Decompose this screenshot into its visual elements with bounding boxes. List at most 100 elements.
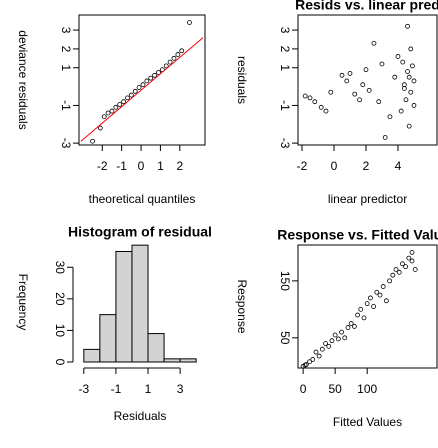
point <box>406 255 412 261</box>
point <box>148 75 154 81</box>
x-tick-label: 0 <box>138 159 145 173</box>
point <box>156 70 161 75</box>
y-axis-label: Response <box>235 279 249 333</box>
point <box>392 74 398 80</box>
point <box>152 72 158 78</box>
point <box>101 114 107 120</box>
point <box>319 346 325 352</box>
y-tick-label: 2 <box>59 46 73 53</box>
point <box>395 54 401 59</box>
point <box>360 82 366 88</box>
point <box>318 104 324 110</box>
point <box>163 63 169 69</box>
point <box>136 85 142 90</box>
y-tick-label: 30 <box>53 261 67 275</box>
point <box>348 321 354 326</box>
y-tick-label: 0 <box>53 359 67 366</box>
point <box>406 74 412 80</box>
y-tick-label: -3 <box>59 138 73 149</box>
point <box>302 93 308 99</box>
point <box>406 123 412 129</box>
x-tick-label: 1 <box>157 159 164 173</box>
point <box>175 52 181 57</box>
bar <box>83 348 101 363</box>
point <box>179 48 185 54</box>
bar <box>163 358 181 363</box>
point <box>347 71 353 76</box>
y-axis-label: deviance residuals <box>16 30 30 129</box>
panel-title: Histogram of residual <box>68 224 212 240</box>
x-tick-label: 0 <box>300 382 307 396</box>
point <box>167 59 173 65</box>
x-axis-label: Residuals <box>114 409 167 423</box>
reference-line <box>80 37 204 142</box>
point <box>400 59 406 65</box>
y-tick-label: 150 <box>278 271 292 291</box>
y-tick-label: 10 <box>53 324 67 338</box>
point <box>328 89 334 95</box>
y-tick-label: 3 <box>278 27 292 34</box>
y-tick-label: 3 <box>59 27 73 34</box>
point <box>374 289 380 295</box>
point <box>401 86 407 91</box>
point <box>390 272 396 278</box>
y-tick-label: 2 <box>278 46 292 53</box>
x-tick-label: 2 <box>363 159 370 173</box>
x-axis-label: Fitted Values <box>333 415 402 429</box>
point <box>398 108 404 114</box>
x-tick-label: 4 <box>395 159 402 173</box>
point <box>396 269 402 275</box>
x-tick-label: -1 <box>111 382 122 396</box>
point <box>144 78 150 84</box>
x-tick-label: -2 <box>297 159 308 173</box>
x-tick-label: -1 <box>116 159 127 173</box>
point <box>97 125 103 131</box>
point <box>351 324 357 329</box>
point <box>409 63 415 69</box>
panel-title: Resids vs. linear pred <box>295 0 438 13</box>
y-axis-label: Frequency <box>16 274 30 331</box>
point <box>323 341 328 346</box>
x-axis-label: linear predictor <box>328 192 407 206</box>
bar <box>99 314 117 363</box>
point <box>393 267 399 272</box>
point <box>371 40 377 46</box>
x-tick-label: 3 <box>177 382 184 396</box>
point <box>307 359 312 365</box>
point <box>387 114 393 120</box>
point <box>323 108 329 114</box>
point <box>409 258 415 264</box>
y-tick-label: 1 <box>59 64 73 71</box>
plot-frame <box>297 244 438 369</box>
bar <box>147 333 165 363</box>
point <box>405 23 410 29</box>
point <box>409 250 415 255</box>
point <box>117 102 123 107</box>
point <box>371 304 376 309</box>
point <box>408 89 414 95</box>
point <box>383 298 389 304</box>
point <box>312 99 318 105</box>
point <box>329 338 335 344</box>
point <box>345 325 351 330</box>
point <box>403 97 409 103</box>
x-tick-label: -2 <box>97 159 108 173</box>
point <box>316 353 322 359</box>
point <box>128 92 134 98</box>
point <box>342 335 348 341</box>
point <box>411 103 417 108</box>
point <box>400 261 405 267</box>
point <box>310 357 316 362</box>
point <box>339 329 344 335</box>
bar <box>131 244 149 363</box>
point <box>364 301 370 307</box>
point <box>376 99 382 105</box>
point <box>313 349 319 355</box>
y-axis-label: residuals <box>235 56 249 104</box>
bar <box>115 250 133 363</box>
point <box>387 278 392 284</box>
x-axis-label: theoretical quantiles <box>89 192 196 206</box>
bar <box>179 358 197 363</box>
